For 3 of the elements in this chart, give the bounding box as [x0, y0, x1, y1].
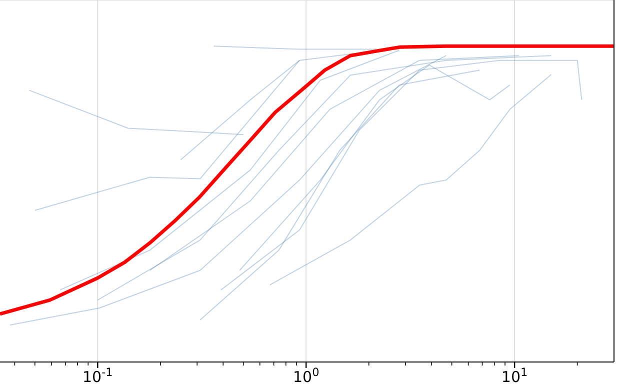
x-tick-label: 10$^{1}$: [501, 366, 528, 384]
x-tick-label: 10$^{-1}$: [82, 366, 113, 384]
x-tick-label: 10$^{0}$: [292, 366, 320, 384]
